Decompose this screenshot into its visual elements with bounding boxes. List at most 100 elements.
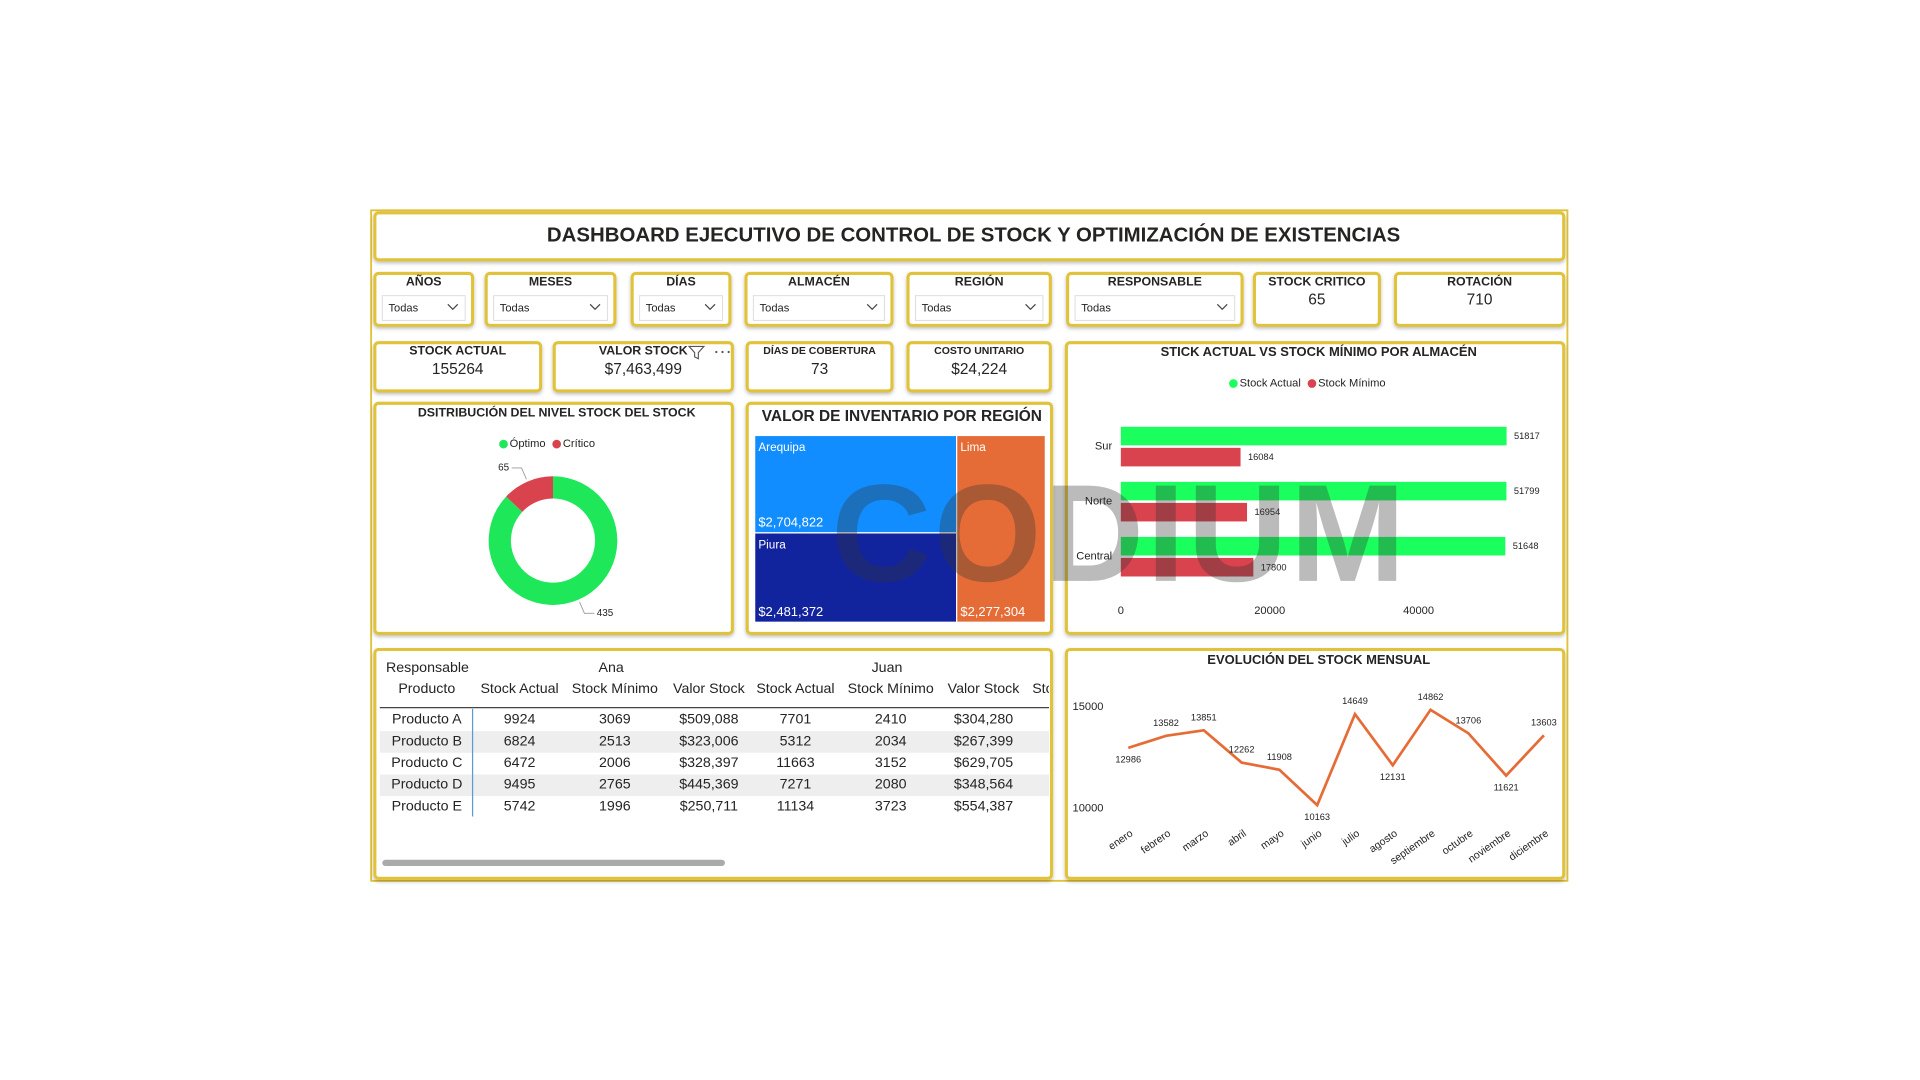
table-cell: 2034 — [875, 733, 907, 749]
treemap-value: $2,481,372 — [758, 604, 823, 619]
filter-value: Todas — [646, 303, 676, 315]
line-data-label: 14649 — [1342, 696, 1368, 706]
treemap-category: Lima — [960, 441, 986, 454]
table-cell: 9495 — [504, 777, 536, 793]
dropdown-chevron — [704, 303, 716, 311]
leader-line — [511, 467, 527, 480]
line-data-label: 12131 — [1380, 772, 1406, 782]
line-data-label: 11621 — [1494, 782, 1519, 792]
table-cell: Producto B — [392, 733, 462, 749]
table-column-header: Stock Actual — [756, 681, 834, 697]
filter-dropdown[interactable] — [493, 295, 608, 321]
more-options-dot[interactable] — [727, 350, 730, 354]
line-data-label: 13582 — [1153, 718, 1179, 728]
line-data-label: 12262 — [1229, 745, 1255, 755]
more-options-dot[interactable] — [715, 350, 718, 354]
filter-label: ALMACÉN — [788, 273, 850, 288]
line-data-label: 14862 — [1418, 692, 1444, 702]
y-tick-label: 10000 — [1073, 802, 1104, 814]
filter-label: RESPONSABLE — [1108, 274, 1202, 288]
kpi-card — [552, 341, 734, 393]
table-column-header: Stock Actual — [1032, 681, 1110, 697]
bar-data-label: 17800 — [1261, 562, 1287, 572]
filter-icon[interactable] — [687, 345, 706, 360]
legend-label: Óptimo — [510, 437, 546, 450]
donut-panel — [373, 401, 734, 635]
card-value: 65 — [1308, 292, 1325, 309]
scrollbar[interactable] — [382, 859, 725, 866]
filter-dropdown[interactable] — [914, 295, 1044, 321]
card-label: STOCK ACTUAL — [409, 344, 506, 358]
table-row-band — [379, 774, 1050, 797]
bar — [1120, 502, 1248, 522]
table-column-header: Producto — [398, 681, 455, 697]
legend-label: Stock Actual — [1240, 377, 1301, 389]
y-tick-label: Sur — [1095, 441, 1113, 453]
dropdown-chevron — [589, 303, 601, 311]
table-column-header: Stock Actual — [480, 681, 558, 697]
y-tick-label: Central — [1076, 551, 1112, 563]
filter-value: Todas — [388, 303, 418, 315]
filter-dropdown[interactable] — [752, 295, 886, 321]
chart-title: VALOR DE INVENTARIO POR REGIÓN — [762, 407, 1042, 425]
bar-data-label: 51648 — [1513, 541, 1539, 551]
table-cell: Producto D — [391, 777, 462, 793]
bar — [1120, 481, 1507, 501]
chart-title: STICK ACTUAL VS STOCK MÍNIMO POR ALMACÉN — [1161, 344, 1477, 359]
y-tick-label: Norte — [1085, 496, 1112, 508]
line-data-label: 13603 — [1531, 717, 1557, 727]
card-value: 73 — [811, 361, 828, 378]
table-cell: 3069 — [599, 712, 631, 728]
filter-label: MESES — [529, 274, 572, 288]
line-data-label: 11908 — [1267, 752, 1292, 762]
card-label: ROTACIÓN — [1447, 273, 1512, 288]
y-tick-label: 15000 — [1073, 701, 1104, 713]
bar — [1120, 536, 1506, 556]
title-box — [373, 211, 1566, 262]
matrix-table: Responsable Ana Juan Producto Stock Actual St… — [379, 660, 1110, 817]
table-group-header: Ana — [598, 660, 623, 676]
legend-marker — [499, 439, 508, 449]
filter-value: Todas — [1081, 303, 1111, 315]
table-group-label: Responsable — [386, 660, 469, 676]
card-value: 155264 — [432, 361, 484, 378]
line-data-label: 10163 — [1304, 812, 1330, 822]
leader-line — [579, 601, 595, 614]
table-cell: $323,006 — [679, 733, 738, 749]
filter-value: Todas — [500, 303, 530, 315]
bar-data-label: 16954 — [1254, 507, 1280, 517]
legend-label: Crítico — [563, 438, 595, 450]
kpi-card — [1393, 271, 1566, 327]
table-cell: $328,397 — [679, 755, 738, 771]
table-cell: 5312 — [780, 733, 812, 749]
bar-data-label: 16084 — [1248, 452, 1274, 462]
card-value: $24,224 — [951, 361, 1007, 378]
filter-value: Todas — [922, 303, 952, 315]
table-cell: 9924 — [504, 712, 536, 728]
more-options-dot[interactable] — [721, 350, 724, 354]
table-cell: 7271 — [780, 777, 812, 793]
legend-label: Stock Mínimo — [1318, 377, 1385, 389]
filter-label: DÍAS — [666, 273, 696, 288]
kpi-card — [906, 341, 1052, 393]
table-cell: 6824 — [504, 733, 536, 749]
card-label: STOCK CRITICO — [1268, 274, 1366, 288]
treemap-tile — [956, 434, 1046, 623]
table-cell: 11663 — [776, 755, 815, 771]
table-cell: $348,564 — [954, 777, 1013, 793]
dropdown-chevron — [447, 303, 459, 311]
table-cell: 2765 — [599, 777, 631, 793]
table-cell: 3723 — [875, 798, 907, 814]
legend-marker — [1229, 379, 1238, 388]
watermark: CODIUM — [831, 457, 1408, 611]
treemap-tile — [754, 434, 958, 534]
table-cell: 7701 — [780, 712, 812, 728]
card-label: COSTO UNITARIO — [934, 345, 1024, 357]
legend-marker — [552, 439, 562, 449]
x-tick-label: 40000 — [1403, 605, 1434, 617]
filter-dropdown[interactable] — [1074, 295, 1236, 321]
dashboard-title: DASHBOARD EJECUTIVO DE CONTROL DE STOCK … — [547, 223, 1400, 247]
table-cell: $554,387 — [954, 798, 1013, 814]
table-cell: $509,088 — [679, 712, 738, 728]
table-cell: 11134 — [777, 798, 815, 814]
